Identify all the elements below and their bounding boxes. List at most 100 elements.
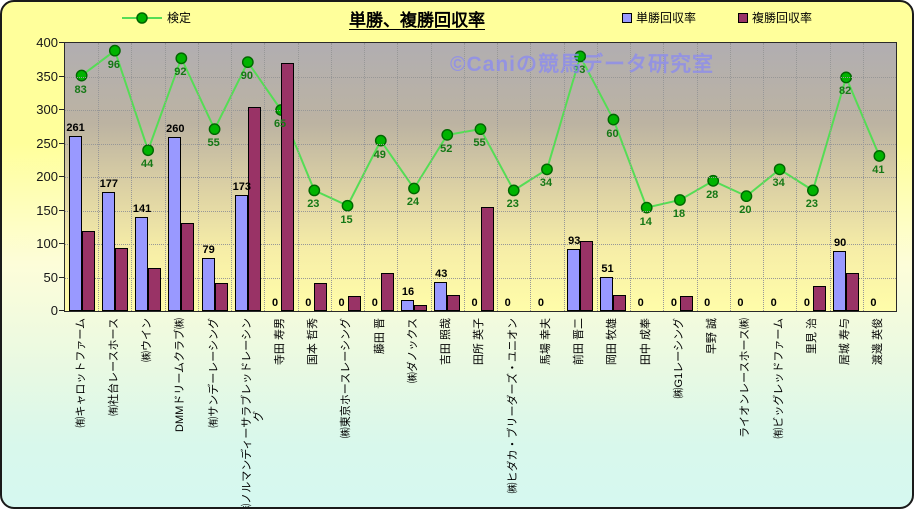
win-bar-value: 0 xyxy=(305,297,312,309)
v-gridline xyxy=(330,43,332,311)
x-label: 国本 哲秀 xyxy=(307,318,320,366)
x-label-cell: 吉田 照哉 xyxy=(430,315,463,507)
v-gridline xyxy=(829,43,831,311)
x-label: ライオンレースホース㈱ xyxy=(739,318,752,438)
y-tick-label: 300 xyxy=(36,102,58,117)
win-bar xyxy=(201,258,215,311)
win-bar-value: 0 xyxy=(704,297,711,309)
x-label: 渡邊 英俊 xyxy=(872,318,885,366)
win-bar-value: 51 xyxy=(601,262,614,275)
win-bar-value: 0 xyxy=(504,297,511,309)
x-label: 吉田 照哉 xyxy=(440,318,453,366)
legend-win-item: 単勝回収率 xyxy=(622,9,696,26)
v-gridline xyxy=(164,43,166,311)
x-label-cell: ㈱ノルマンディーサラブレッドレーシン グ xyxy=(230,315,265,507)
line-point xyxy=(208,123,221,136)
win-bar-value: 261 xyxy=(66,122,85,135)
x-label-cell: ㈲サンデーレーシング xyxy=(197,315,230,507)
line-point xyxy=(541,163,553,176)
line-point-value: 18 xyxy=(672,207,686,220)
win-bar-value: 173 xyxy=(232,181,251,194)
x-label: 藤田 晋 xyxy=(373,318,386,355)
v-gridline xyxy=(297,43,299,311)
win-bar-value: 0 xyxy=(537,297,545,309)
line-point-value: 34 xyxy=(772,177,785,190)
line-point xyxy=(308,184,321,197)
y-tick-mark xyxy=(59,276,64,278)
x-label: 早野 誠 xyxy=(706,318,719,355)
place-bar xyxy=(846,272,860,311)
line-point xyxy=(175,52,188,65)
place-bar xyxy=(281,63,295,311)
place-bar xyxy=(613,294,627,311)
place-bar xyxy=(81,231,95,311)
place-bar xyxy=(447,294,461,311)
h-gridline xyxy=(65,76,896,78)
y-tick-label: 400 xyxy=(36,35,58,50)
line-point xyxy=(640,201,653,214)
x-label: ㈱ウイン xyxy=(141,318,154,362)
v-gridline xyxy=(862,43,864,311)
x-label-cell: 里見 治 xyxy=(795,315,828,507)
win-bar xyxy=(68,136,82,311)
v-gridline xyxy=(596,43,598,311)
win-bar-value: 0 xyxy=(737,297,744,309)
x-label: 里見 治 xyxy=(805,318,818,355)
win-bar-value: 0 xyxy=(338,297,345,309)
win-bar-value: 177 xyxy=(99,178,119,191)
win-bar xyxy=(567,248,581,311)
line-point-value: 34 xyxy=(539,177,553,190)
place-bar xyxy=(347,296,361,311)
line-point-value: 55 xyxy=(207,137,220,150)
v-gridline xyxy=(98,43,100,311)
line-point-value: 55 xyxy=(473,137,486,150)
x-label-cell: ㈲社台レースホース xyxy=(97,315,130,507)
plot-area: 261 177 141 260 79 173 0 0 0 0 16 43 0 0 0 93 51 0 0 0 0 0 0 90… xyxy=(64,42,897,312)
x-label-cell: 馬場 幸夫 xyxy=(529,315,562,507)
win-bar-value: 141 xyxy=(132,202,152,215)
y-tick-label: 200 xyxy=(36,169,58,184)
x-label-cell: ㈱G1レーシング xyxy=(662,315,695,507)
x-label-cell: 田所 英子 xyxy=(463,315,496,507)
line-point xyxy=(341,199,354,212)
line-point-value: 23 xyxy=(506,198,519,211)
line-point xyxy=(574,50,587,63)
line-point xyxy=(241,56,254,69)
v-gridline xyxy=(796,43,798,311)
v-gridline xyxy=(763,43,765,311)
y-tick-mark xyxy=(59,142,64,144)
y-tick-mark xyxy=(59,42,64,43)
line-point xyxy=(674,194,686,206)
h-gridline xyxy=(65,177,896,178)
x-label: ㈱ヒダカ・ブリーダーズ・ユニオン xyxy=(506,318,519,494)
line-point-value: 28 xyxy=(706,188,719,201)
v-gridline xyxy=(663,43,665,311)
v-gridline xyxy=(696,43,698,311)
x-label-cell: 居城 寿与 xyxy=(828,315,861,507)
x-label: 田所 英子 xyxy=(473,318,486,366)
line-point xyxy=(707,174,720,187)
v-gridline xyxy=(131,43,133,311)
line-point xyxy=(75,69,88,82)
x-label-cell: 岡田 牧雄 xyxy=(596,315,629,507)
x-label: 寺田 寿男 xyxy=(274,318,287,366)
line-point xyxy=(441,128,454,141)
v-gridline xyxy=(563,43,565,311)
place-swatch-icon xyxy=(738,12,749,23)
x-label: ㈱東京ホースレーシング xyxy=(340,318,353,439)
win-bar-value: 0 xyxy=(271,297,279,309)
x-label-cell: ライオンレースホース㈱ xyxy=(729,315,762,507)
line-point xyxy=(374,134,387,147)
line-point xyxy=(807,184,819,197)
line-point-value: 65 xyxy=(273,118,287,130)
y-tick-mark xyxy=(59,176,64,177)
win-bar-value: 260 xyxy=(166,122,185,135)
legend-place-label: 複勝回収率 xyxy=(752,11,813,25)
line-point-value: 82 xyxy=(839,85,852,98)
win-bar xyxy=(401,300,415,311)
line-point-value: 60 xyxy=(606,127,619,140)
y-tick-mark xyxy=(59,243,64,244)
place-bar xyxy=(114,248,128,311)
x-label-cell: 寺田 寿男 xyxy=(263,315,296,507)
